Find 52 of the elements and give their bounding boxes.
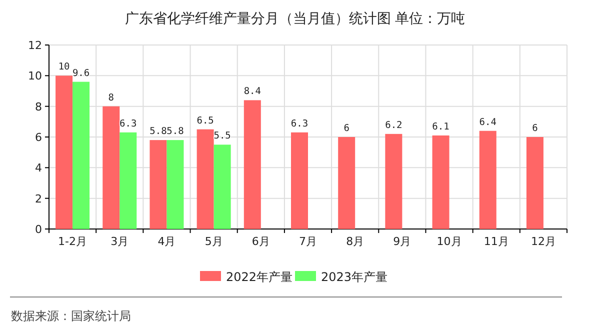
chart-title: 广东省化学纤维产量分月（当月值）统计图 单位：万吨 bbox=[124, 11, 466, 27]
source-note: 数据来源：国家统计局 bbox=[11, 309, 131, 323]
bar bbox=[102, 106, 120, 229]
y-tick-label: 12 bbox=[28, 39, 42, 52]
bar bbox=[244, 100, 261, 229]
data-label: 6.2 bbox=[385, 120, 402, 131]
x-tick-label: 5月 bbox=[204, 235, 223, 248]
y-tick-label: 0 bbox=[35, 223, 42, 236]
bar bbox=[526, 137, 544, 229]
data-label: 10 bbox=[58, 62, 70, 73]
bar bbox=[291, 132, 308, 229]
x-tick-label: 9月 bbox=[393, 235, 412, 248]
y-tick-label: 2 bbox=[35, 192, 42, 206]
bar bbox=[432, 135, 450, 229]
bar bbox=[196, 129, 214, 229]
y-tick-label: 10 bbox=[28, 70, 42, 83]
data-label: 5.5 bbox=[214, 130, 231, 142]
x-tick-label: 10月 bbox=[436, 235, 462, 248]
bar bbox=[120, 132, 137, 229]
data-label: 8 bbox=[108, 92, 114, 104]
x-tick-label: 12月 bbox=[530, 235, 556, 248]
data-label: 6 bbox=[344, 123, 350, 134]
x-tick-label: 3月 bbox=[110, 235, 129, 248]
y-tick-label: 6 bbox=[35, 131, 42, 144]
bar bbox=[72, 82, 90, 229]
data-label: 6.3 bbox=[290, 118, 308, 130]
data-label: 6.5 bbox=[196, 115, 214, 126]
legend-label: 2023年产量 bbox=[321, 270, 388, 284]
bar bbox=[150, 140, 167, 229]
legend-label: 2022年产量 bbox=[226, 270, 293, 284]
data-label: 5.8 bbox=[150, 126, 168, 138]
x-tick-label: 8月 bbox=[346, 235, 364, 248]
x-tick-label: 7月 bbox=[299, 235, 317, 248]
x-tick-label: 11月 bbox=[484, 235, 509, 248]
y-tick-label: 4 bbox=[35, 162, 42, 175]
bar bbox=[479, 130, 496, 229]
bar bbox=[56, 76, 73, 229]
data-label: 6.1 bbox=[432, 121, 450, 132]
data-label: 6.3 bbox=[120, 118, 137, 130]
data-label: 8.4 bbox=[244, 86, 262, 98]
data-label: 6 bbox=[532, 123, 538, 134]
data-label: 5.8 bbox=[166, 126, 184, 138]
data-label: 6.4 bbox=[479, 116, 497, 128]
data-label: 9.6 bbox=[72, 68, 90, 79]
x-tick-label: 1-2月 bbox=[58, 235, 88, 248]
bar bbox=[166, 140, 184, 229]
x-tick-label: 4月 bbox=[158, 235, 176, 248]
bar bbox=[338, 137, 356, 229]
y-tick-label: 8 bbox=[35, 100, 42, 114]
bar bbox=[214, 144, 231, 229]
bar bbox=[385, 134, 402, 229]
x-tick-label: 6月 bbox=[252, 235, 270, 248]
